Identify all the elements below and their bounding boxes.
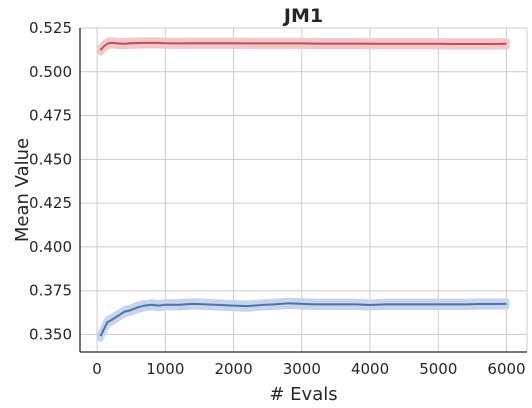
x-tick-label: 6000 xyxy=(487,360,525,378)
y-tick-label: 0.450 xyxy=(29,150,72,168)
chart-title: JM1 xyxy=(282,5,323,27)
y-tick-label: 0.350 xyxy=(29,325,72,343)
y-tick-label: 0.375 xyxy=(29,282,72,300)
y-tick-label: 0.475 xyxy=(29,107,72,125)
x-tick-label: 3000 xyxy=(283,360,321,378)
y-tick-label: 0.425 xyxy=(29,194,72,212)
x-tick-label: 5000 xyxy=(419,360,457,378)
x-tick-label: 2000 xyxy=(214,360,252,378)
y-tick-label: 0.500 xyxy=(29,63,72,81)
series-2-band xyxy=(97,297,510,342)
confidence-bands xyxy=(97,37,510,342)
x-tick-label: 4000 xyxy=(351,360,389,378)
x-tick-labels: 0 1000 2000 3000 4000 5000 6000 xyxy=(92,360,525,378)
series-lines xyxy=(99,41,507,337)
y-axis-label: Mean Value xyxy=(12,138,33,242)
y-tick-labels: 0.350 0.375 0.400 0.425 0.450 0.475 0.500 0.525 xyxy=(29,19,72,343)
y-tick-label: 0.525 xyxy=(29,19,72,37)
x-tick-label: 0 xyxy=(92,360,102,378)
x-axis-label: # Evals xyxy=(269,384,337,405)
y-tick-label: 0.400 xyxy=(29,238,72,256)
x-tick-label: 1000 xyxy=(146,360,184,378)
grid xyxy=(80,27,527,352)
series-2-line xyxy=(99,302,507,337)
series-1-line xyxy=(99,41,507,51)
axes xyxy=(79,27,528,353)
